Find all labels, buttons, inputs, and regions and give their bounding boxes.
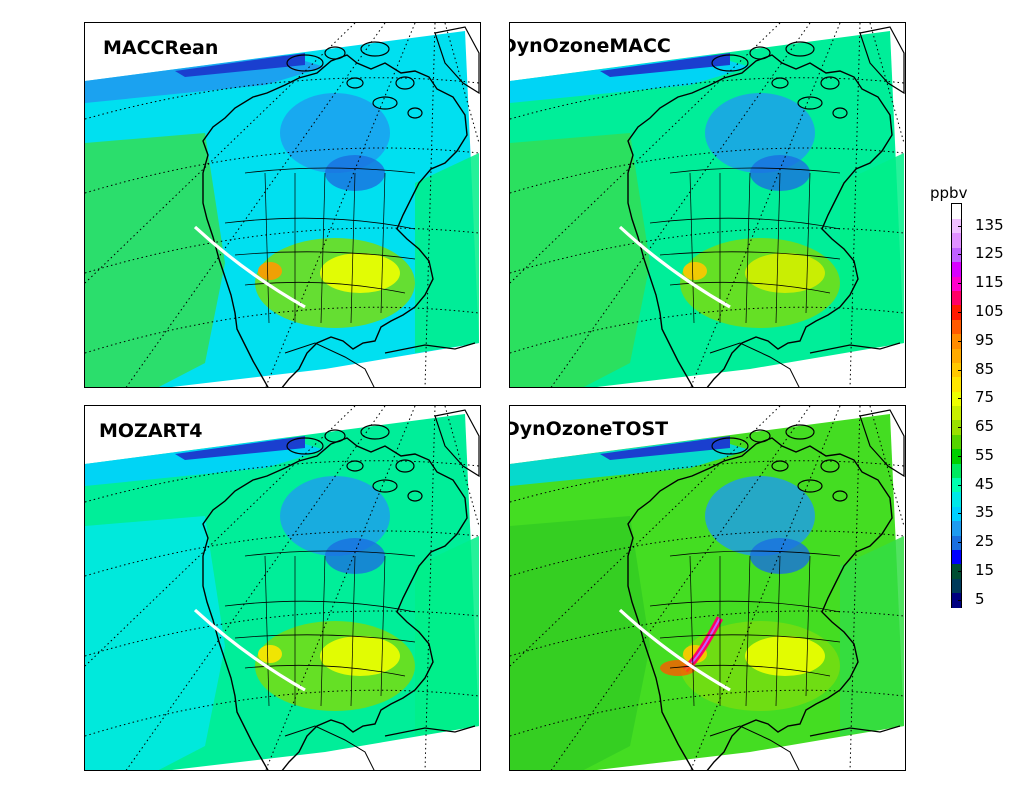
colorbar-segment xyxy=(952,204,961,219)
colorbar-tick-mark xyxy=(958,427,962,428)
colorbar-tick-mark xyxy=(958,542,962,543)
map-svg xyxy=(510,23,906,388)
map-svg xyxy=(85,406,481,771)
colorbar-segment xyxy=(952,319,961,334)
colorbar-segment xyxy=(952,521,961,536)
colorbar-tick-mark xyxy=(958,600,962,601)
colorbar-tick-label: 25 xyxy=(975,534,994,549)
colorbar-tick-mark xyxy=(958,226,962,227)
colorbar-tick-label: 115 xyxy=(975,275,1004,290)
us-hotspot xyxy=(745,253,825,293)
panel-title: DynOzoneTOST xyxy=(509,418,668,440)
west-hotspot xyxy=(258,262,282,280)
colorbar-segment xyxy=(952,233,961,248)
colorbar-tick-mark xyxy=(958,370,962,371)
colorbar-tick-mark xyxy=(958,485,962,486)
atlantic-field xyxy=(415,536,479,736)
colorbar-segment xyxy=(952,578,961,593)
colorbar-tick-label: 65 xyxy=(975,419,994,434)
model-domain xyxy=(510,414,904,771)
colorbar-tick-mark xyxy=(958,312,962,313)
colorbar-segment xyxy=(952,406,961,421)
colorbar-tick-mark xyxy=(958,571,962,572)
colorbar-tick-label: 85 xyxy=(975,362,994,377)
colorbar-segment xyxy=(952,262,961,277)
us-hotspot xyxy=(745,636,825,676)
model-domain xyxy=(510,31,904,388)
colorbar-tick-mark xyxy=(958,398,962,399)
colorbar-tick-mark xyxy=(958,456,962,457)
us-hotspot xyxy=(320,636,400,676)
colorbar-tick-mark xyxy=(958,254,962,255)
west-hotspot xyxy=(258,645,282,663)
atlantic-field xyxy=(415,153,479,353)
map-svg xyxy=(510,406,906,771)
colorbar-segment xyxy=(952,348,961,363)
panel-title: MOZART4 xyxy=(99,420,203,442)
model-domain xyxy=(85,31,479,388)
colorbar-tick-mark xyxy=(958,513,962,514)
panel-title: MACCRean xyxy=(103,37,218,59)
colorbar-tick-label: 105 xyxy=(975,304,1004,319)
colorbar-unit: ppbv xyxy=(930,184,967,202)
colorbar-tick-label: 75 xyxy=(975,390,994,405)
model-domain xyxy=(85,414,479,771)
colorbar-segment xyxy=(952,290,961,305)
colorbar-tick-label: 15 xyxy=(975,563,994,578)
colorbar-tick-label: 45 xyxy=(975,477,994,492)
colorbar-tick-label: 5 xyxy=(975,592,985,607)
atlantic-field xyxy=(840,536,904,736)
colorbar-segment xyxy=(952,492,961,507)
atlantic-field xyxy=(840,153,904,353)
colorbar-segment xyxy=(952,434,961,449)
panel-title: DynOzoneMACC xyxy=(509,35,671,57)
map-panel-mozart4: MOZART4 xyxy=(84,405,481,771)
map-panel-dynozonetost: DynOzoneTOST xyxy=(509,405,906,771)
map-svg xyxy=(85,23,481,388)
west-hotspot xyxy=(683,262,707,280)
map-panel-maccrean: MACCRean xyxy=(84,22,481,388)
colorbar-tick-label: 55 xyxy=(975,448,994,463)
colorbar-tick-mark xyxy=(958,341,962,342)
colorbar-tick-label: 135 xyxy=(975,218,1004,233)
colorbar-segment xyxy=(952,377,961,392)
map-panel-dynozonemacc: DynOzoneMACC xyxy=(509,22,906,388)
colorbar-tick-mark xyxy=(958,283,962,284)
colorbar-tick-label: 95 xyxy=(975,333,994,348)
intrusion-spread xyxy=(660,660,696,676)
colorbar-tick-label: 35 xyxy=(975,505,994,520)
colorbar-tick-label: 125 xyxy=(975,246,1004,261)
colorbar-segment xyxy=(952,549,961,564)
colorbar-segment xyxy=(952,463,961,478)
us-hotspot xyxy=(320,253,400,293)
colorbar xyxy=(951,203,962,608)
